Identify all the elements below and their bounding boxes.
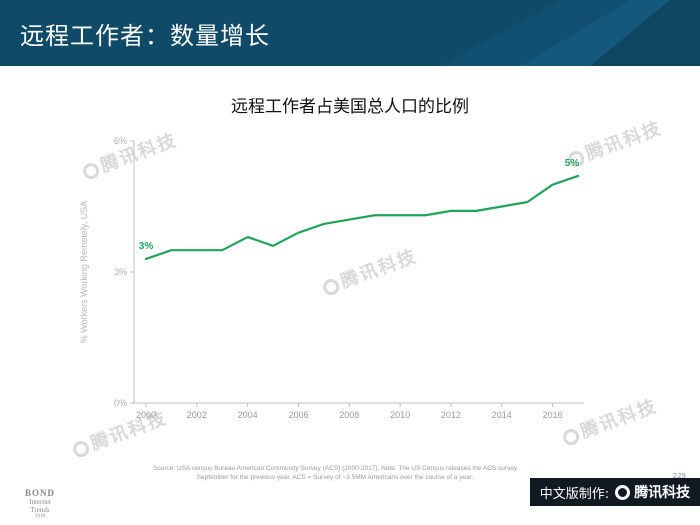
y-tick-label: 0% — [114, 398, 127, 408]
header-decoration — [440, 0, 700, 66]
x-tick-label: 2014 — [492, 410, 512, 420]
x-tick-label: 2000 — [136, 410, 156, 420]
tencent-badge: 中文版制作: 腾讯科技 — [530, 478, 700, 506]
x-tick-label: 2004 — [238, 410, 258, 420]
x-tick-label: 2012 — [441, 410, 461, 420]
bond-logo: BOND Internet Trends 2018 — [20, 488, 60, 519]
data-label: 5% — [565, 158, 580, 169]
bond-logo-title: BOND — [24, 488, 55, 498]
badge-prefix: 中文版制作: — [539, 486, 610, 502]
source-line-1: Source: USA census Bureau American Commu… — [152, 465, 518, 472]
source-note: Source: USA census Bureau American Commu… — [140, 464, 530, 482]
bond-logo-year: 2018 — [35, 514, 45, 519]
page-title: 远程工作者：数量增长 — [20, 22, 270, 50]
data-label: 3% — [139, 241, 154, 252]
x-tick-label: 2016 — [543, 410, 563, 420]
y-tick-label: 3% — [114, 267, 127, 277]
y-tick-label: 6% — [114, 136, 127, 146]
source-line-2: September for the previous year. ACS = S… — [196, 474, 474, 481]
header-bar: 远程工作者：数量增长 — [0, 0, 700, 66]
x-tick-label: 2010 — [390, 410, 410, 420]
page-number: 229 — [672, 472, 686, 480]
x-tick-label: 2008 — [339, 410, 359, 420]
chart-title: 远程工作者占美国总人口的比例 — [231, 97, 469, 117]
tencent-logo-icon — [615, 484, 631, 500]
series-line — [144, 174, 580, 260]
x-tick-label: 2002 — [187, 410, 207, 420]
bond-logo-subtitle: Internet Trends — [29, 498, 51, 514]
y-axis-label: % Workers Working Remotely, USA — [79, 201, 89, 344]
x-tick-label: 2006 — [288, 410, 308, 420]
badge-brand: 腾讯科技 — [634, 485, 691, 501]
